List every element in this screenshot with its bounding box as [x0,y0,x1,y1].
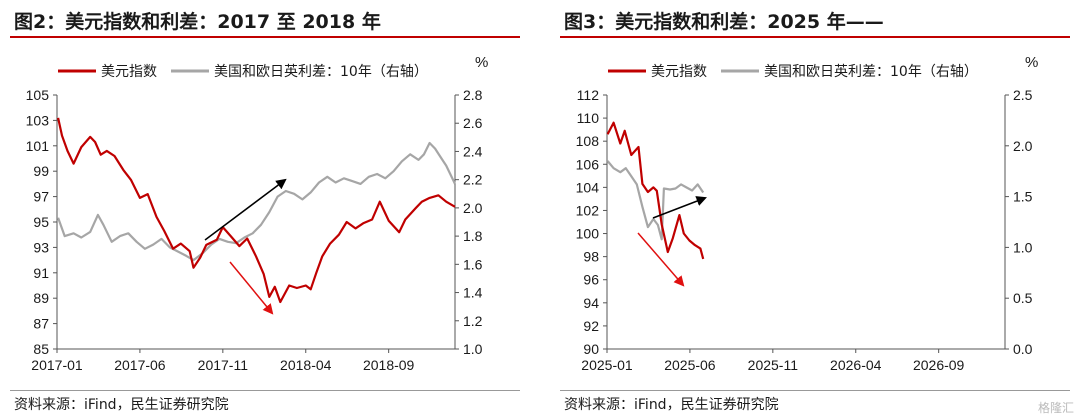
series-line [57,141,456,262]
y-left-tick-label: 100 [576,226,600,242]
y-left-tick-label: 104 [576,179,600,195]
title-rule [560,36,1070,38]
y-right-tick-label: 0.5 [1013,290,1033,306]
trend-arrow-down [229,261,274,315]
y-left-tick-label: 102 [576,202,600,218]
y-right-tick-label: 1.2 [463,313,483,329]
y-right-tick-label: 2.5 [1013,87,1033,103]
y-left-tick-label: 108 [576,133,600,149]
x-tick-label: 2026-09 [913,357,965,373]
y-left-tick-label: 105 [26,87,50,103]
y-left-tick-label: 99 [33,163,49,179]
chart-panel-left: 图2：美元指数和利差：2017 至 2018 年 85 87 89 91 93 95 97 9… [0,0,525,418]
source-rule [560,390,1070,391]
y-left-tick-label: 89 [33,290,49,306]
chart-title: 图2：美元指数和利差：2017 至 2018 年 [14,11,381,33]
trend-arrow-up [204,178,287,241]
y-right-tick-label: 1.6 [463,256,483,272]
y-left-tick-label: 91 [33,265,49,281]
y-right-tick-label: 0.0 [1013,341,1033,357]
y-right-tick-label: 1.0 [463,341,483,357]
source-note: 资料来源：iFind，民生证券研究院 [564,397,779,413]
y-left-tick-label: 101 [26,138,50,154]
y-right-tick-label: 2.4 [463,143,483,159]
chart-panel-right: 图3：美元指数和利差：2025 年—— 90 92 94 96 98 100 102 104 1… [550,0,1075,418]
x-tick-label: 2026-04 [830,357,882,373]
x-tick-label: 2017-01 [31,357,83,373]
source-rule [10,390,520,391]
legend-label: 美国和欧日英利差：10年（右轴） [214,63,428,80]
y-right-tick-label: 2.8 [463,87,483,103]
x-tick-label: 2018-04 [280,357,332,373]
title-rule [10,36,520,38]
trend-arrow-up [652,196,707,219]
x-tick-label: 2018-09 [363,357,415,373]
y-left-tick-label: 90 [583,341,599,357]
series-line [57,117,456,304]
y-right-tick-label: 1.4 [463,285,483,301]
y-left-tick-label: 94 [583,295,599,311]
line-chart-2025: 90 92 94 96 98 100 102 104 106 108 110 112 0.0 0.5 1.0… [576,54,1039,373]
series-line [606,121,705,260]
y-right-tick-label: 2.0 [1013,138,1033,154]
line-chart-2017-2018: 85 87 89 91 93 95 97 99 101 103 105 1.0 1.2 1.4 1.6 1.8… [26,54,489,373]
y-right-tick-label: 2.6 [463,115,483,131]
legend-label: 美国和欧日英利差：10年（右轴） [764,63,978,80]
x-tick-label: 2025-06 [664,357,716,373]
y-right-tick-label: 1.8 [463,228,483,244]
y-right-tick-label: 2.2 [463,172,483,188]
y2-unit-label: % [475,54,488,71]
y-left-tick-label: 110 [577,110,600,126]
series-line [606,160,705,241]
y-left-tick-label: 98 [583,249,599,265]
legend-label: 美元指数 [101,64,157,80]
y-left-tick-label: 97 [33,189,49,205]
x-tick-label: 2017-06 [114,357,166,373]
y-left-tick-label: 95 [33,214,49,230]
chart-title: 图3：美元指数和利差：2025 年—— [564,11,884,33]
y-right-tick-label: 1.0 [1013,239,1033,255]
y-right-tick-label: 1.5 [1013,189,1033,205]
source-note: 资料来源：iFind，民生证券研究院 [14,397,229,413]
x-tick-label: 2017-11 [198,357,249,373]
y2-unit-label: % [1025,54,1038,71]
y-left-tick-label: 87 [33,316,49,332]
trend-arrow-down [637,232,685,287]
y-right-tick-label: 2.0 [463,200,483,216]
watermark-logo: 格隆汇 [1037,401,1074,415]
y-left-tick-label: 112 [577,87,600,103]
y-left-tick-label: 93 [33,239,49,255]
y-left-tick-label: 103 [26,112,50,128]
y-left-tick-label: 92 [583,318,599,334]
y-left-tick-label: 96 [583,272,599,288]
legend-label: 美元指数 [651,64,707,80]
x-tick-label: 2025-01 [581,357,633,373]
y-left-tick-label: 85 [33,341,49,357]
y-left-tick-label: 106 [576,156,600,172]
x-tick-label: 2025-11 [748,357,799,373]
